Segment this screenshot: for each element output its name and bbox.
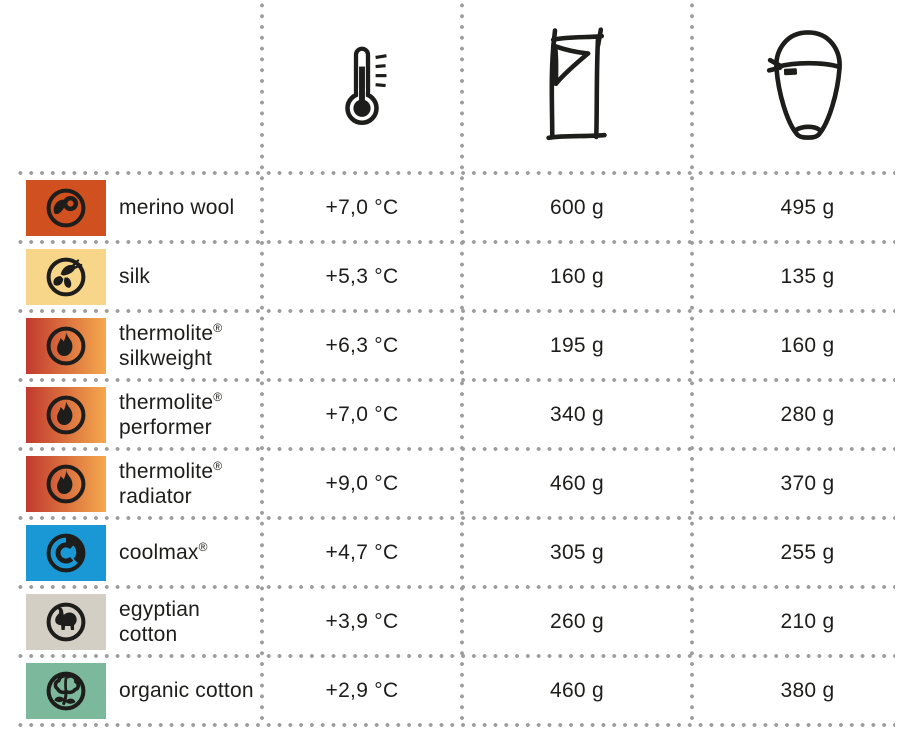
material-label: merino wool [119,196,235,219]
row-divider [15,654,895,658]
material-cell: thermolite® radiator [0,449,262,518]
butterfly-icon [46,257,86,296]
column-divider [260,0,264,727]
camel-icon [46,602,86,641]
material-label: silk [119,265,151,288]
flame-icon [46,395,86,434]
temperature-cell: +6,3 °C [325,333,399,357]
material-label: thermolite® silkweight [119,320,223,370]
ram-icon [46,188,86,227]
material-cell: egyptian cotton [0,587,262,656]
temperature-cell: +9,0 °C [325,471,399,495]
rectangular-weight-cell: 195 g [549,333,605,357]
thermometer-icon [345,46,387,126]
material-swatch [26,386,106,443]
material-cell: merino wool [0,173,262,242]
material-swatch [26,662,106,719]
row-divider [15,309,895,313]
mummy-weight-cell: 495 g [780,195,835,219]
material-swatch [26,593,106,650]
column-divider [690,0,694,727]
material-label: organic cotton [119,679,254,702]
material-cell: thermolite® silkweight [0,311,262,380]
mummy-weight-cell: 255 g [780,540,835,564]
material-swatch [26,455,106,512]
rectangular-weight-cell: 600 g [549,195,605,219]
material-cell: thermolite® performer [0,380,262,449]
material-swatch [26,524,106,581]
flame-icon [46,464,86,503]
rectangular-weight-cell: 305 g [549,540,605,564]
material-swatch [26,317,106,374]
rectangular-liner-header-cell [462,0,692,173]
material-header-cell [0,0,262,173]
row-divider [15,723,895,727]
material-cell: coolmax® [0,518,262,587]
temperature-cell: +4,7 °C [325,540,399,564]
temperature-cell: +7,0 °C [325,195,399,219]
material-label: thermolite® performer [119,389,223,439]
material-label: egyptian cotton [119,597,200,646]
rectangular-weight-cell: 460 g [549,678,605,702]
column-divider [460,0,464,727]
row-divider [15,447,895,451]
row-divider [15,240,895,244]
temperature-header-cell [262,0,462,173]
row-divider [15,378,895,382]
material-label: coolmax® [119,540,208,564]
mummy-weight-cell: 280 g [780,402,835,426]
mummy-liner-icon [766,29,842,140]
rectangular-weight-cell: 160 g [549,264,605,288]
row-divider [15,585,895,589]
mummy-weight-cell: 210 g [780,609,835,633]
temperature-cell: +3,9 °C [325,609,399,633]
coolmax-icon [46,533,86,572]
mummy-weight-cell: 135 g [780,264,835,288]
mummy-weight-cell: 160 g [780,333,835,357]
material-cell: silk [0,242,262,311]
mummy-weight-cell: 380 g [780,678,835,702]
material-cell: organic cotton [0,656,262,725]
mummy-liner-header-cell [692,0,923,173]
mummy-weight-cell: 370 g [780,471,835,495]
temperature-cell: +2,9 °C [325,678,399,702]
row-divider [15,516,895,520]
rectangular-liner-icon [546,27,607,141]
temperature-cell: +5,3 °C [325,264,399,288]
rectangular-weight-cell: 460 g [549,471,605,495]
table-grid: merino wool +7,0 °C 600 g 495 g silk +5,… [0,0,923,725]
row-divider [15,171,895,175]
rectangular-weight-cell: 340 g [549,402,605,426]
cotton-plant-icon [46,671,86,710]
material-swatch [26,179,106,236]
rectangular-weight-cell: 260 g [549,609,605,633]
flame-icon [46,326,86,365]
material-swatch [26,248,106,305]
material-label: thermolite® radiator [119,458,223,508]
temperature-cell: +7,0 °C [325,402,399,426]
